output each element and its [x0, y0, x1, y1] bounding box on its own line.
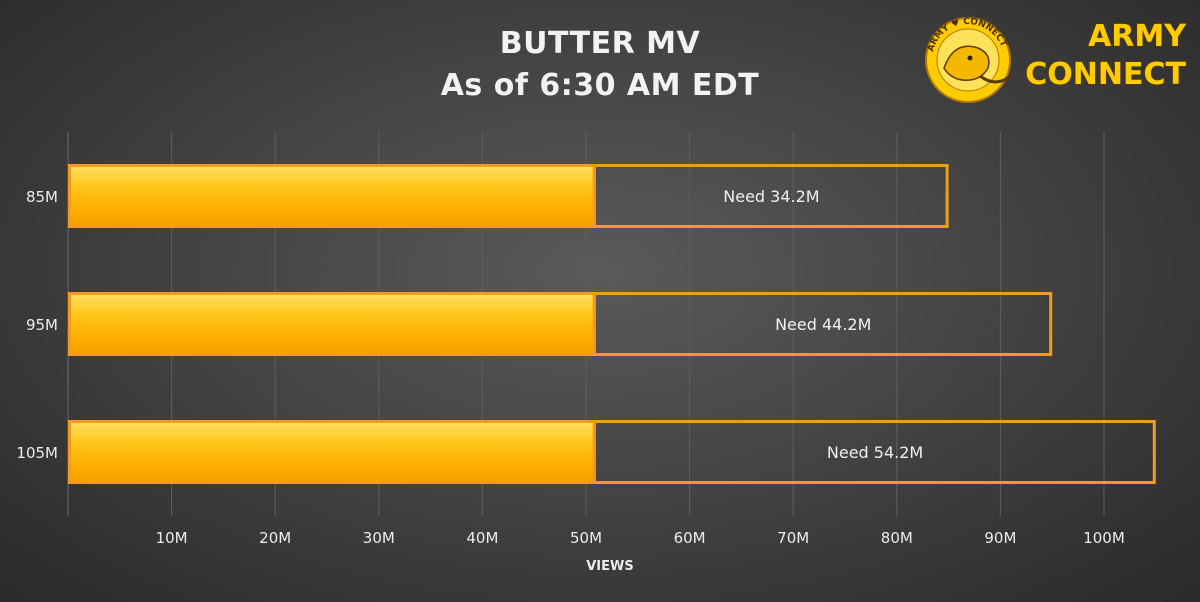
x-tick-label: 20M — [259, 529, 291, 547]
x-axis-label: VIEWS — [586, 559, 633, 574]
bar-data-label: Need 54.2M — [827, 443, 923, 462]
y-tick-label: 85M — [26, 188, 58, 206]
x-tick-label: 10M — [156, 529, 188, 547]
x-tick-label: 90M — [984, 529, 1016, 547]
logo-line2: CONNECT — [1025, 57, 1186, 92]
bar-current-95M — [68, 292, 596, 356]
bar-data-label: Need 44.2M — [775, 315, 871, 334]
logo-line1: ARMY — [1088, 19, 1187, 54]
chart-subtitle: As of 6:30 AM EDT — [440, 68, 760, 103]
bar-current-105M — [68, 420, 596, 484]
bar-needed-85M — [592, 164, 949, 228]
bar-data-label: Need 34.2M — [723, 187, 819, 206]
y-tick-label: 95M — [26, 316, 58, 334]
x-tick-label: 100M — [1083, 529, 1125, 547]
bar-current-85M — [68, 164, 596, 228]
bars: Need 34.2M Need 44.2M Need 54.2M — [68, 164, 1156, 484]
chart-title: BUTTER MV — [499, 26, 701, 61]
x-axis-ticks: 10M 20M 30M 40M 50M 60M 70M 80M 90M 100M — [156, 529, 1125, 547]
x-tick-label: 50M — [570, 529, 602, 547]
bar-needed-105M — [592, 420, 1156, 484]
y-axis-ticks: 85M 95M 105M — [16, 188, 58, 462]
bar-needed-95M — [592, 292, 1053, 356]
x-tick-label: 70M — [777, 529, 809, 547]
x-tick-label: 60M — [674, 529, 706, 547]
x-tick-label: 80M — [881, 529, 913, 547]
y-tick-label: 105M — [16, 444, 58, 462]
x-tick-label: 40M — [466, 529, 498, 547]
army-connect-logo: ARMY ♥ CONNECT ARMY CONNECT — [925, 17, 1188, 103]
x-tick-label: 30M — [363, 529, 395, 547]
